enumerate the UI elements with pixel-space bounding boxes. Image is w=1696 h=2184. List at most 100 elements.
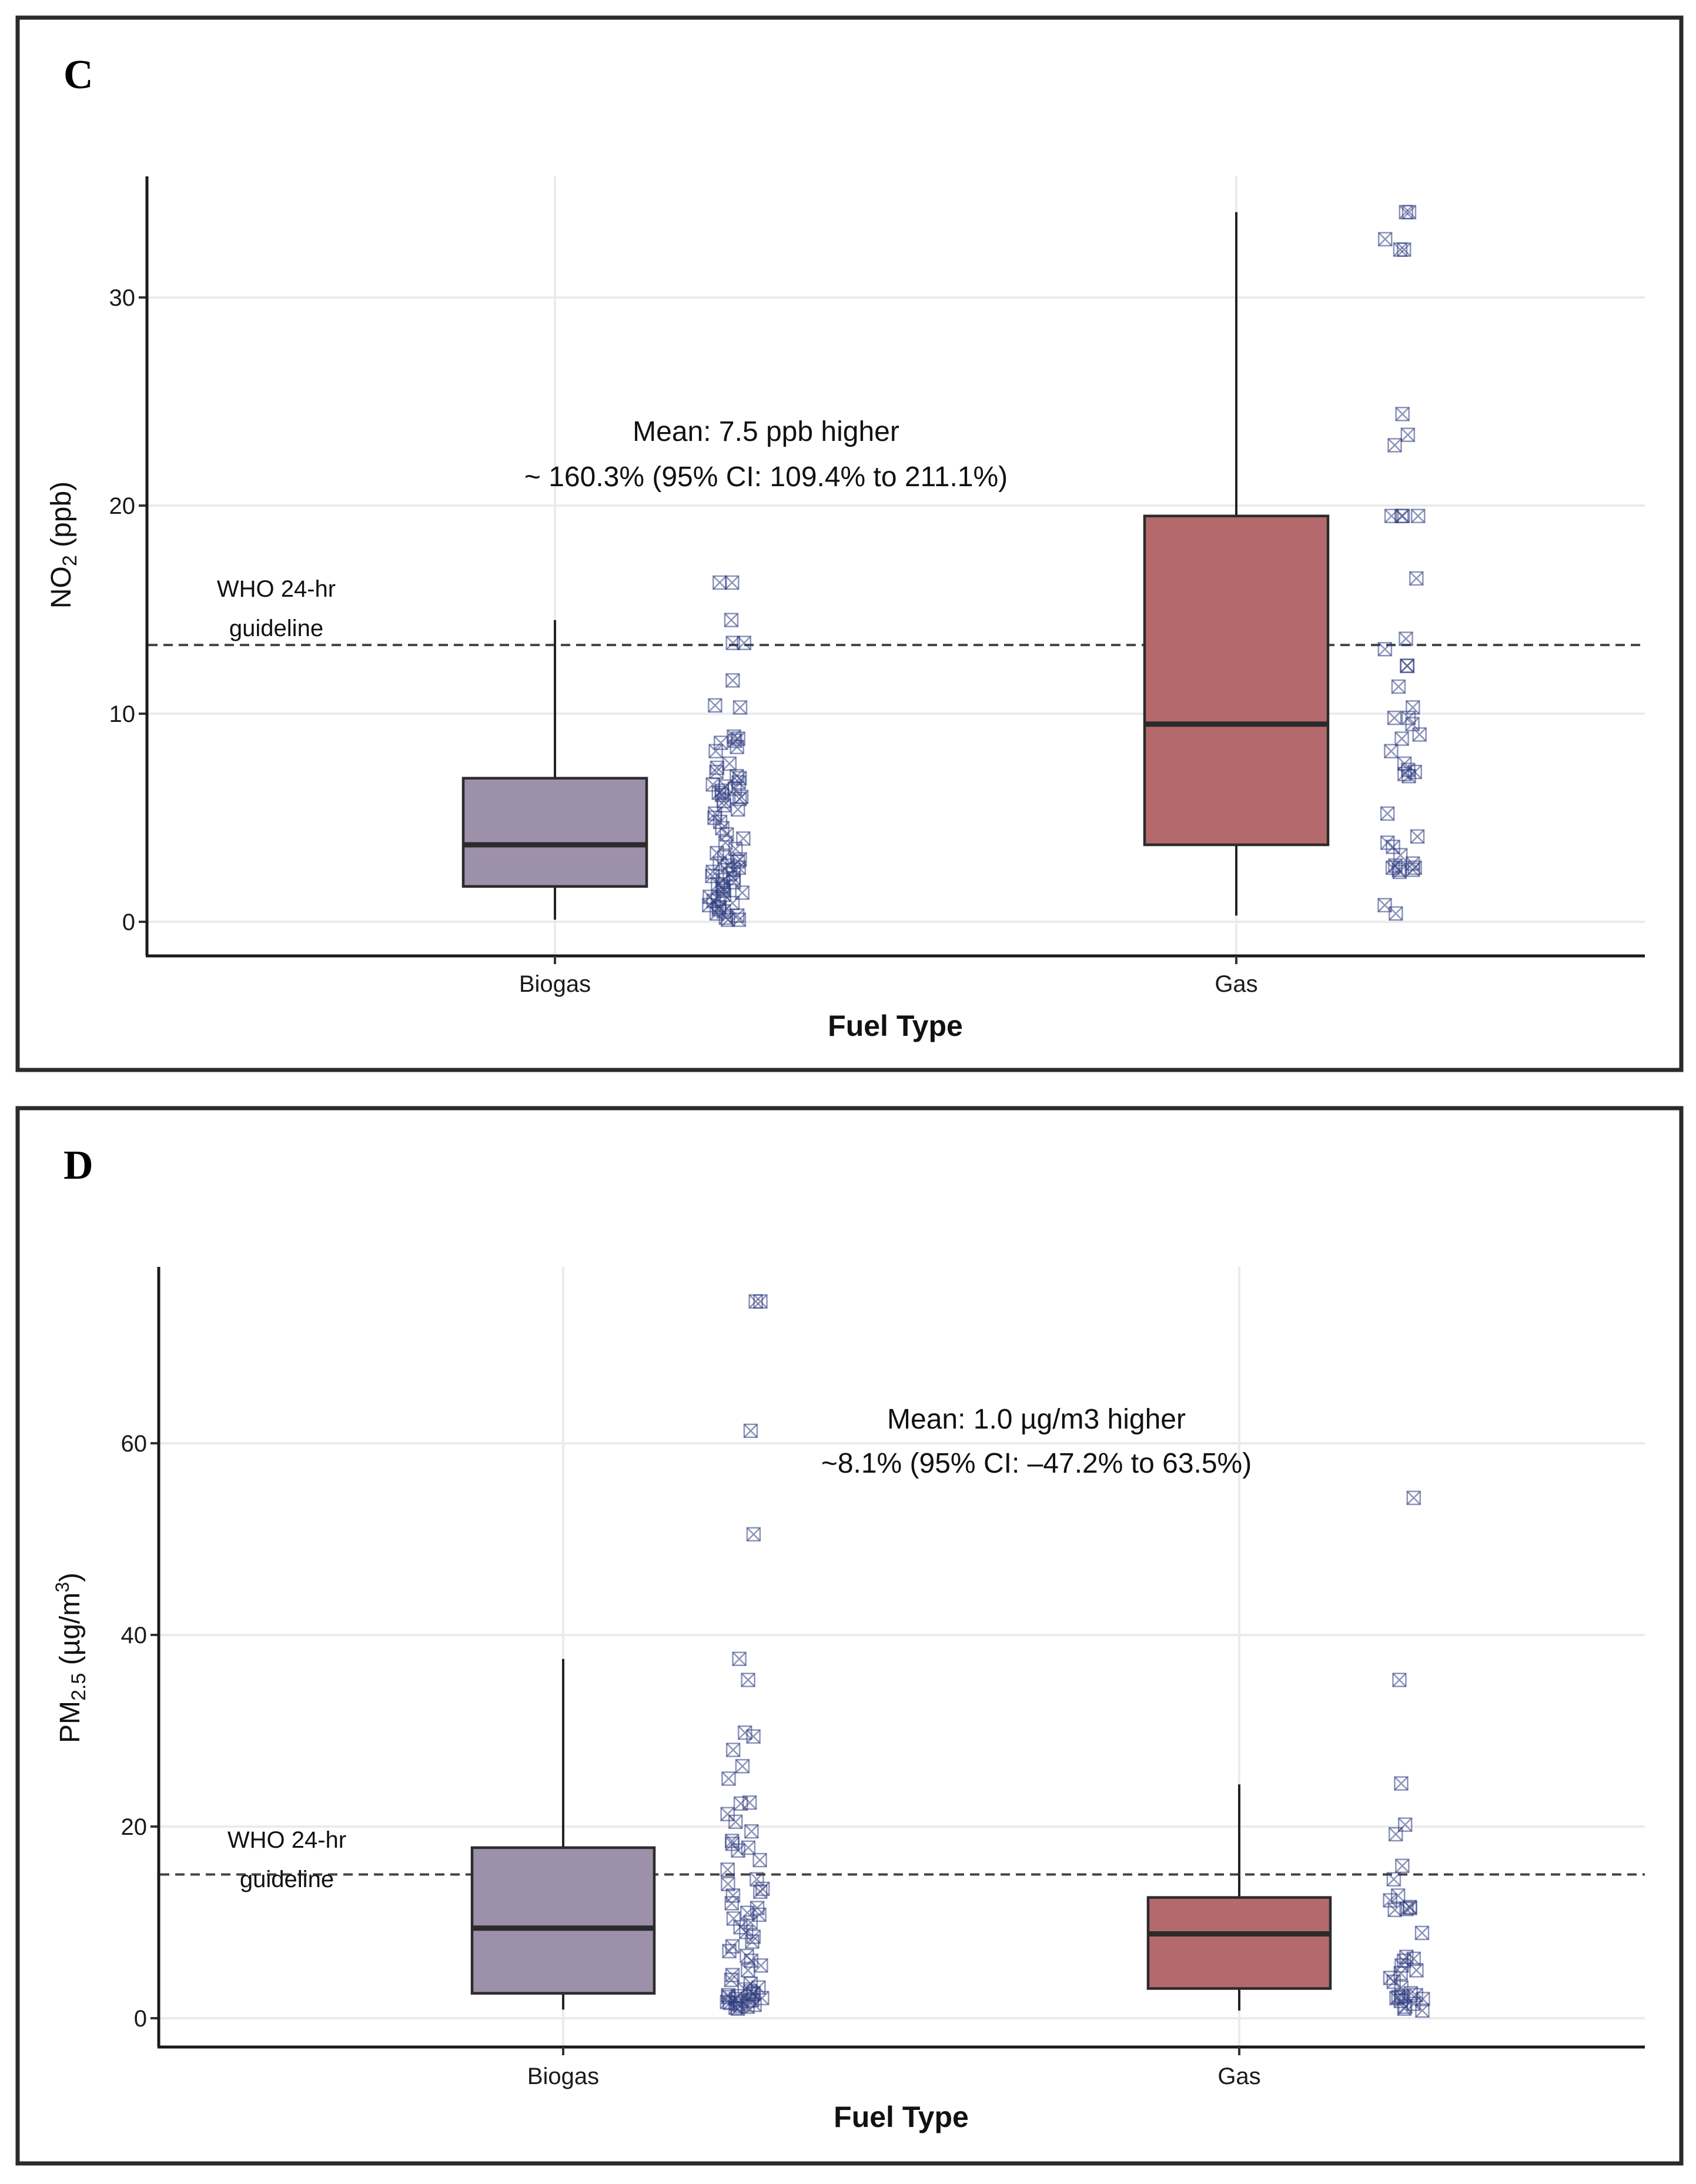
panel-d-biogas-point-cross (744, 1954, 758, 1968)
panel-d-biogas-point-square (740, 1999, 755, 2014)
panel-c-gas-point (1389, 906, 1403, 921)
panel-c-biogas-point-cross (710, 761, 724, 775)
panel-c-x-tick-label-biogas: Biogas (519, 971, 591, 997)
panel-d-biogas-point-square (728, 2000, 743, 2015)
panel-c-biogas-point-cross (708, 807, 722, 821)
panel-d-gas-point (1397, 2001, 1412, 2016)
panel-d-gas-point-square (1406, 1490, 1421, 1506)
panel-d-biogas-point (744, 1824, 759, 1839)
panel-c-x-tick-label-gas: Gas (1215, 971, 1257, 997)
panel-c-gas-point (1377, 642, 1393, 657)
panel-c-gas-point-square (1380, 835, 1395, 850)
panel-c-x-axis-title: Fuel Type (828, 1009, 963, 1042)
panel-d-biogas-point (724, 1972, 739, 1988)
panel-d-gas-point-square (1388, 1827, 1403, 1842)
panel-d-biogas-point-cross (745, 1934, 760, 1949)
panel-c-gas-point-square (1395, 509, 1410, 523)
panel-d-gas-point-cross (1383, 1893, 1397, 1908)
panel-d-gridlines (160, 1267, 1645, 2046)
panel-d-gas-point (1415, 2003, 1430, 2018)
panel-d-gas-point-cross (1409, 1963, 1424, 1978)
panel-d-biogas-point-square (733, 1796, 748, 1811)
panel-d-biogas-point-square (737, 1725, 752, 1740)
panel-c-gas-point-square (1395, 406, 1410, 422)
panel-d: D 0 20 40 60 Biogas Gas Fuel Type PM2.5 (µg… (15, 1106, 1684, 2166)
panel-d-biogas-point-square (743, 1915, 758, 1930)
panel-c-biogas-point-square (730, 802, 745, 817)
panel-d-gas-point (1414, 1925, 1430, 1941)
panel-d-gas-point-square (1399, 1901, 1414, 1917)
panel-c-biogas-point (725, 575, 740, 590)
panel-c-gas-point-cross (1391, 680, 1406, 694)
panel-c-biogas-point (712, 575, 727, 590)
panel-d-biogas-point (753, 1884, 768, 1899)
panel-d-biogas-point-square (724, 1896, 739, 1911)
panel-c-biogas-point (725, 636, 741, 650)
panel-c-biogas-point-cross (731, 802, 745, 817)
panel-d-biogas-point-cross (744, 1423, 758, 1438)
panel-c-biogas-point-cross (730, 740, 744, 754)
panel-d-gas-point-square (1387, 1902, 1402, 1918)
panel-c-gas-point-square (1386, 840, 1400, 854)
panel-d-annotation-line1: Mean: 1.0 µg/m3 higher (887, 1404, 1186, 1435)
panel-d-biogas-point-cross (753, 1294, 768, 1309)
panel-d-x-axis-title: Fuel Type (834, 2101, 969, 2133)
panel-d-biogas-point-cross (754, 1958, 768, 1973)
panel-d-biogas-point (741, 1840, 756, 1855)
panel-d-biogas-point (733, 1796, 748, 1811)
panel-c-gas-point (1399, 205, 1414, 220)
panel-c-gas-point (1400, 427, 1416, 442)
panel-d-biogas-point-square (730, 2001, 745, 2016)
panel-c-biogas-point (714, 735, 728, 750)
panel-c-gas-point-cross (1378, 232, 1393, 246)
panel-c-biogas-point (708, 698, 722, 713)
panel-d-gas-point-square (1403, 1901, 1417, 1915)
panel-d-gas-point-cross (1403, 1901, 1417, 1915)
panel-c-biogas-point (724, 613, 739, 627)
panel-d-guideline-label-line1: WHO 24-hr (228, 1827, 346, 1853)
panel-c-gas-point (1384, 744, 1399, 758)
panel-d-biogas-point (735, 1759, 750, 1774)
panel-d-biogas-point-cross (750, 1872, 764, 1887)
panel-d-gas-point-cross (1387, 1872, 1401, 1887)
panel-c-frame (15, 15, 1684, 1072)
panel-d-biogas-point-cross (725, 1968, 740, 1982)
panel-c-guideline-label-line1: WHO 24-hr (217, 576, 336, 602)
panel-d-biogas-box (470, 1846, 656, 1995)
panel-d-biogas-point (725, 1939, 740, 1954)
panel-c-gas-point-square (1409, 571, 1424, 586)
panel-d-biogas-point-cross (744, 1824, 759, 1839)
panel-d-biogas-point-square (735, 1759, 750, 1774)
panel-c-biogas-point-cross (731, 912, 746, 927)
panel-c-biogas-point (725, 673, 740, 688)
panel-c-biogas-point-square (737, 636, 752, 650)
panel-c-gas-point-square (1377, 642, 1393, 657)
panel-d-ylabel-end: ) (55, 1573, 86, 1582)
panel-d-biogas-point-square (720, 1807, 735, 1822)
panel-d-biogas-point (741, 1963, 755, 1978)
panel-c-gas-point-cross (1399, 631, 1413, 646)
panel-d-gas-point-cross (1406, 1491, 1421, 1505)
panel-d-biogas-point-cross (731, 2001, 745, 2016)
panel-d-y-ticks: 0 20 40 60 (121, 1431, 159, 2032)
panel-d-biogas-point (724, 1896, 739, 1911)
panel-d-gas-point-cross (1415, 1926, 1429, 1940)
panel-c-biogas-point (710, 760, 725, 775)
panel-d-biogas-point-square (746, 1729, 761, 1744)
panel-c-gas-point-cross (1395, 407, 1410, 422)
panel-c-biogas-point-cross (722, 757, 737, 771)
panel-c-gas-point-cross (1406, 862, 1420, 877)
panel-d-points (720, 1294, 1430, 2018)
panel-c-biogas-point-square (732, 791, 747, 807)
panel-c-biogas-point (731, 912, 747, 927)
panel-d-gas-point (1409, 1963, 1424, 1978)
panel-c-gas-point-square (1391, 862, 1406, 877)
panel-c-gas-point-cross (1402, 205, 1416, 219)
panel-c-gas-point-square (1400, 427, 1416, 442)
panel-c-gas-point-cross (1412, 727, 1427, 742)
panel-c-biogas-box (461, 777, 648, 888)
panel-d-biogas-point-cross (741, 1673, 755, 1687)
panel-d-gas-point-cross (1394, 1776, 1409, 1791)
panel-c-biogas-point-square (708, 744, 723, 758)
panel-d-gas-point-square (1394, 1776, 1409, 1791)
